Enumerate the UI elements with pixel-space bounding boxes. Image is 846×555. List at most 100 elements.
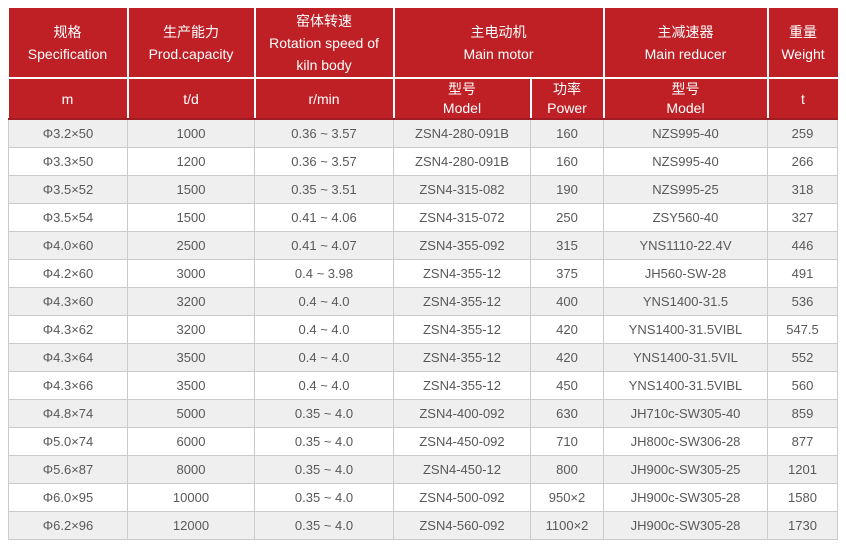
- cell-motor-power: 630: [530, 399, 604, 428]
- header-main-motor-en: Main motor: [463, 45, 534, 62]
- cell-reducer-model: JH710c-SW305-40: [603, 399, 768, 428]
- cell-weight: 318: [767, 175, 838, 204]
- kiln-spec-table: 规格 Specification 生产能力 Prod.capacity 窑体转速…: [8, 8, 838, 540]
- header-weight: 重量 Weight: [766, 8, 838, 79]
- header-specification-en: Specification: [27, 45, 108, 62]
- cell-motor-power: 315: [530, 231, 604, 260]
- table-row: Φ5.6×87 8000 0.35 ~ 4.0 ZSN4-450-12 800 JH900…: [8, 455, 838, 484]
- cell-capacity: 12000: [127, 511, 255, 540]
- header-main-motor-zh: 主电动机: [470, 23, 527, 40]
- cell-motor-model: ZSN4-450-12: [393, 455, 531, 484]
- cell-specification: Φ3.3×50: [8, 147, 128, 176]
- table-row: Φ5.0×74 6000 0.35 ~ 4.0 ZSN4-450-092 710 JH80…: [8, 427, 838, 456]
- cell-capacity: 6000: [127, 427, 255, 456]
- subheader-reducer-model: 型号 Model: [602, 77, 769, 120]
- header-main-reducer-zh: 主减速器: [657, 23, 714, 40]
- cell-weight: 560: [767, 371, 838, 400]
- cell-weight: 327: [767, 203, 838, 232]
- table-row: Φ4.0×60 2500 0.41 ~ 4.07 ZSN4-355-092 315 YNS…: [8, 231, 838, 260]
- subheader-motor-power: 功率 Power: [529, 77, 605, 120]
- table-header: 规格 Specification 生产能力 Prod.capacity 窑体转速…: [8, 8, 838, 120]
- cell-weight: 1730: [767, 511, 838, 540]
- cell-weight: 491: [767, 259, 838, 288]
- unit-specification: m: [8, 77, 129, 120]
- cell-specification: Φ4.8×74: [8, 399, 128, 428]
- cell-motor-model: ZSN4-560-092: [393, 511, 531, 540]
- cell-rotation-speed: 0.4 ~ 4.0: [254, 315, 394, 344]
- cell-specification: Φ4.3×66: [8, 371, 128, 400]
- cell-capacity: 5000: [127, 399, 255, 428]
- header-rotation-speed-zh: 窑体转速: [296, 12, 352, 29]
- table-row: Φ4.2×60 3000 0.4 ~ 3.98 ZSN4-355-12 375 JH560…: [8, 259, 838, 288]
- header-main-reducer-en: Main reducer: [644, 45, 727, 62]
- cell-motor-power: 160: [530, 118, 604, 148]
- cell-motor-power: 375: [530, 259, 604, 288]
- cell-specification: Φ4.3×60: [8, 287, 128, 316]
- cell-rotation-speed: 0.41 ~ 4.07: [254, 231, 394, 260]
- cell-rotation-speed: 0.35 ~ 3.51: [254, 175, 394, 204]
- cell-motor-power: 250: [530, 203, 604, 232]
- cell-weight: 1201: [767, 455, 838, 484]
- cell-reducer-model: ZSY560-40: [603, 203, 768, 232]
- cell-rotation-speed: 0.41 ~ 4.06: [254, 203, 394, 232]
- header-main-motor: 主电动机 Main motor: [392, 8, 605, 79]
- table-row: Φ3.2×50 1000 0.36 ~ 3.57 ZSN4-280-091B 160 NZ…: [8, 118, 838, 148]
- header-group-row: 规格 Specification 生产能力 Prod.capacity 窑体转速…: [8, 8, 838, 79]
- cell-rotation-speed: 0.36 ~ 3.57: [254, 147, 394, 176]
- cell-capacity: 10000: [127, 483, 255, 512]
- table-body: Φ3.2×50 1000 0.36 ~ 3.57 ZSN4-280-091B 160 NZ…: [8, 118, 838, 540]
- cell-motor-model: ZSN4-280-091B: [393, 147, 531, 176]
- cell-weight: 1580: [767, 483, 838, 512]
- cell-rotation-speed: 0.35 ~ 4.0: [254, 427, 394, 456]
- header-specification: 规格 Specification: [8, 8, 129, 79]
- cell-reducer-model: JH900c-SW305-25: [603, 455, 768, 484]
- cell-specification: Φ3.2×50: [8, 118, 128, 148]
- cell-specification: Φ6.0×95: [8, 483, 128, 512]
- cell-capacity: 3500: [127, 371, 255, 400]
- cell-specification: Φ5.0×74: [8, 427, 128, 456]
- cell-weight: 259: [767, 118, 838, 148]
- unit-weight: t: [766, 77, 838, 120]
- cell-capacity: 1500: [127, 203, 255, 232]
- header-main-reducer: 主减速器 Main reducer: [602, 8, 769, 79]
- table-row: Φ6.0×95 10000 0.35 ~ 4.0 ZSN4-500-092 950×2 J…: [8, 483, 838, 512]
- header-capacity: 生产能力 Prod.capacity: [126, 8, 256, 79]
- cell-rotation-speed: 0.4 ~ 4.0: [254, 343, 394, 372]
- cell-weight: 552: [767, 343, 838, 372]
- cell-motor-model: ZSN4-500-092: [393, 483, 531, 512]
- cell-specification: Φ3.5×54: [8, 203, 128, 232]
- header-capacity-en: Prod.capacity: [148, 45, 234, 62]
- subheader-motor-model-en: Model: [442, 99, 482, 116]
- cell-motor-model: ZSN4-315-072: [393, 203, 531, 232]
- cell-weight: 446: [767, 231, 838, 260]
- header-weight-zh: 重量: [789, 23, 817, 40]
- cell-motor-model: ZSN4-355-12: [393, 315, 531, 344]
- cell-weight: 266: [767, 147, 838, 176]
- cell-motor-power: 400: [530, 287, 604, 316]
- table-row: Φ3.5×52 1500 0.35 ~ 3.51 ZSN4-315-082 190 NZS…: [8, 175, 838, 204]
- cell-rotation-speed: 0.4 ~ 3.98: [254, 259, 394, 288]
- cell-motor-power: 800: [530, 455, 604, 484]
- cell-reducer-model: NZS995-40: [603, 147, 768, 176]
- cell-capacity: 1200: [127, 147, 255, 176]
- cell-motor-power: 710: [530, 427, 604, 456]
- cell-reducer-model: YNS1400-31.5: [603, 287, 768, 316]
- cell-specification: Φ5.6×87: [8, 455, 128, 484]
- cell-rotation-speed: 0.35 ~ 4.0: [254, 483, 394, 512]
- cell-weight: 859: [767, 399, 838, 428]
- cell-specification: Φ6.2×96: [8, 511, 128, 540]
- cell-specification: Φ4.0×60: [8, 231, 128, 260]
- cell-rotation-speed: 0.4 ~ 4.0: [254, 287, 394, 316]
- cell-motor-model: ZSN4-315-082: [393, 175, 531, 204]
- cell-capacity: 2500: [127, 231, 255, 260]
- subheader-motor-model: 型号 Model: [392, 77, 532, 120]
- cell-motor-power: 950×2: [530, 483, 604, 512]
- cell-reducer-model: YNS1110-22.4V: [603, 231, 768, 260]
- cell-rotation-speed: 0.35 ~ 4.0: [254, 455, 394, 484]
- header-capacity-zh: 生产能力: [163, 23, 219, 40]
- cell-specification: Φ4.2×60: [8, 259, 128, 288]
- table-row: Φ3.3×50 1200 0.36 ~ 3.57 ZSN4-280-091B 160 NZ…: [8, 147, 838, 176]
- unit-capacity: t/d: [126, 77, 256, 120]
- table-row: Φ4.3×62 3200 0.4 ~ 4.0 ZSN4-355-12 420 YNS140…: [8, 315, 838, 344]
